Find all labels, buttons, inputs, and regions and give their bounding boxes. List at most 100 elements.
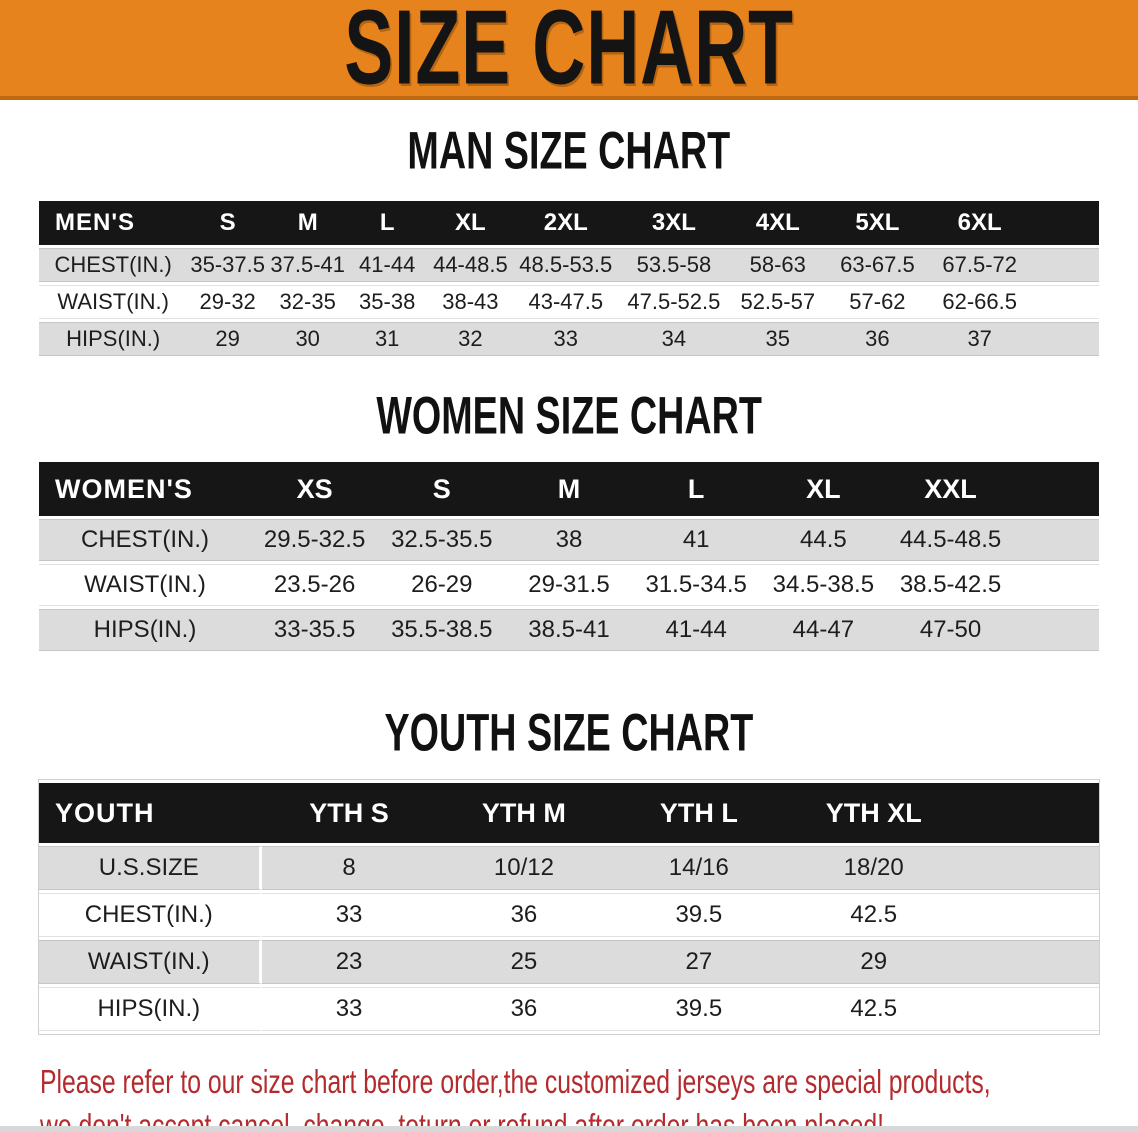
filler-cell bbox=[1014, 564, 1099, 606]
table-row: U.S.SIZE 8 10/12 14/16 18/20 bbox=[39, 846, 1099, 890]
cell: 37.5-41 bbox=[267, 248, 348, 282]
cell: 42.5 bbox=[786, 987, 962, 1031]
table-row: CHEST(IN.) 29.5-32.5 32.5-35.5 38 41 44.… bbox=[39, 519, 1099, 561]
cell: 29.5-32.5 bbox=[251, 519, 379, 561]
youth-size-table: YOUTH YTH S YTH M YTH L YTH XL U.S.SIZE … bbox=[39, 780, 1099, 1034]
row-label: HIPS(IN.) bbox=[39, 987, 262, 1031]
mens-size-table: MEN'S S M L XL 2XL 3XL 4XL 5XL 6XL CHEST… bbox=[39, 198, 1099, 359]
cell: 41-44 bbox=[347, 248, 427, 282]
youth-col-header: YTH M bbox=[436, 783, 612, 843]
cell: 38.5-41 bbox=[505, 609, 633, 651]
cell: 31.5-34.5 bbox=[632, 564, 760, 606]
filler-cell bbox=[961, 783, 1099, 843]
women-heading-text: WOMEN SIZE CHART bbox=[376, 385, 762, 445]
cell: 36 bbox=[436, 893, 612, 937]
filler-cell bbox=[961, 987, 1099, 1031]
youth-col-header: YTH L bbox=[611, 783, 787, 843]
cell: 35 bbox=[730, 322, 826, 356]
cell: 33 bbox=[261, 893, 437, 937]
cell: 38 bbox=[505, 519, 633, 561]
men-section-heading: MAN SIZE CHART bbox=[0, 122, 1138, 177]
cell: 35-38 bbox=[347, 285, 427, 319]
cell: 33 bbox=[261, 987, 437, 1031]
cell: 58-63 bbox=[730, 248, 826, 282]
cell: 10/12 bbox=[436, 846, 612, 890]
cell: 39.5 bbox=[611, 987, 787, 1031]
cell: 29-31.5 bbox=[505, 564, 633, 606]
row-label: HIPS(IN.) bbox=[39, 322, 188, 356]
row-label: CHEST(IN.) bbox=[39, 248, 188, 282]
cell: 29 bbox=[786, 940, 962, 984]
youth-col-header: YTH XL bbox=[786, 783, 962, 843]
cell: 14/16 bbox=[611, 846, 787, 890]
womens-header-row: WOMEN'S XS S M L XL XXL bbox=[39, 462, 1099, 516]
table-row: WAIST(IN.) 23.5-26 26-29 29-31.5 31.5-34… bbox=[39, 564, 1099, 606]
filler-cell bbox=[1030, 322, 1099, 356]
bottom-edge-strip bbox=[0, 1126, 1138, 1132]
cell: 44-47 bbox=[759, 609, 887, 651]
disclaimer-line-1: Please refer to our size chart before or… bbox=[40, 1063, 991, 1100]
table-row: HIPS(IN.) 29 30 31 32 33 34 35 36 37 bbox=[39, 322, 1099, 356]
cell: 30 bbox=[267, 322, 348, 356]
cell: 34 bbox=[617, 322, 731, 356]
mens-header-row: MEN'S S M L XL 2XL 3XL 4XL 5XL 6XL bbox=[39, 201, 1099, 245]
filler-cell bbox=[1030, 201, 1099, 245]
filler-cell bbox=[1030, 248, 1099, 282]
table-row: CHEST(IN.) 33 36 39.5 42.5 bbox=[39, 893, 1099, 937]
size-chart-banner: SIZE CHART bbox=[0, 0, 1138, 100]
banner-title: SIZE CHART bbox=[344, 0, 794, 100]
cell: 18/20 bbox=[786, 846, 962, 890]
row-label: U.S.SIZE bbox=[39, 846, 262, 890]
cell: 62-66.5 bbox=[929, 285, 1031, 319]
row-label: HIPS(IN.) bbox=[39, 609, 252, 651]
cell: 43-47.5 bbox=[513, 285, 618, 319]
cell: 32.5-35.5 bbox=[378, 519, 506, 561]
womens-col-header: S bbox=[378, 462, 506, 516]
table-row: HIPS(IN.) 33-35.5 35.5-38.5 38.5-41 41-4… bbox=[39, 609, 1099, 651]
cell: 57-62 bbox=[825, 285, 930, 319]
mens-col-header: 3XL bbox=[617, 201, 731, 245]
filler-cell bbox=[961, 893, 1099, 937]
cell: 31 bbox=[347, 322, 427, 356]
cell: 25 bbox=[436, 940, 612, 984]
mens-col-header: L bbox=[347, 201, 427, 245]
mens-col-header: M bbox=[267, 201, 348, 245]
womens-col-header: L bbox=[632, 462, 760, 516]
womens-col-header: M bbox=[505, 462, 633, 516]
filler-cell bbox=[961, 940, 1099, 984]
cell: 44.5 bbox=[759, 519, 887, 561]
womens-col-header: XXL bbox=[886, 462, 1015, 516]
cell: 41 bbox=[632, 519, 760, 561]
mens-group-label: MEN'S bbox=[39, 201, 188, 245]
cell: 35.5-38.5 bbox=[378, 609, 506, 651]
row-label: CHEST(IN.) bbox=[39, 893, 262, 937]
cell: 36 bbox=[825, 322, 930, 356]
cell: 34.5-38.5 bbox=[759, 564, 887, 606]
cell: 47-50 bbox=[886, 609, 1015, 651]
table-row: HIPS(IN.) 33 36 39.5 42.5 bbox=[39, 987, 1099, 1031]
cell: 38-43 bbox=[426, 285, 514, 319]
cell: 33 bbox=[513, 322, 618, 356]
cell: 53.5-58 bbox=[617, 248, 731, 282]
filler-cell bbox=[1014, 609, 1099, 651]
cell: 29-32 bbox=[187, 285, 268, 319]
mens-col-header: XL bbox=[426, 201, 514, 245]
cell: 33-35.5 bbox=[251, 609, 379, 651]
cell: 8 bbox=[261, 846, 437, 890]
youth-heading-text: YOUTH SIZE CHART bbox=[384, 702, 754, 762]
filler-cell bbox=[1014, 519, 1099, 561]
cell: 37 bbox=[929, 322, 1031, 356]
disclaimer: Please refer to our size chart before or… bbox=[0, 1060, 1138, 1132]
filler-cell bbox=[1014, 462, 1099, 516]
cell: 23 bbox=[261, 940, 437, 984]
womens-col-header: XS bbox=[251, 462, 379, 516]
youth-section-heading: YOUTH SIZE CHART bbox=[0, 704, 1138, 759]
row-label: WAIST(IN.) bbox=[39, 940, 262, 984]
cell: 47.5-52.5 bbox=[617, 285, 731, 319]
cell: 32 bbox=[426, 322, 514, 356]
filler-cell bbox=[1030, 285, 1099, 319]
men-heading-text: MAN SIZE CHART bbox=[407, 120, 731, 180]
youth-group-label: YOUTH bbox=[39, 783, 262, 843]
youth-header-row: YOUTH YTH S YTH M YTH L YTH XL bbox=[39, 783, 1099, 843]
row-label: CHEST(IN.) bbox=[39, 519, 252, 561]
